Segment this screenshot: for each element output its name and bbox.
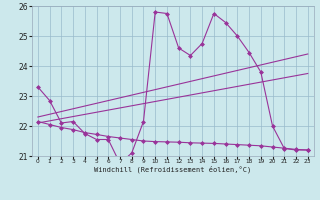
X-axis label: Windchill (Refroidissement éolien,°C): Windchill (Refroidissement éolien,°C) bbox=[94, 166, 252, 173]
